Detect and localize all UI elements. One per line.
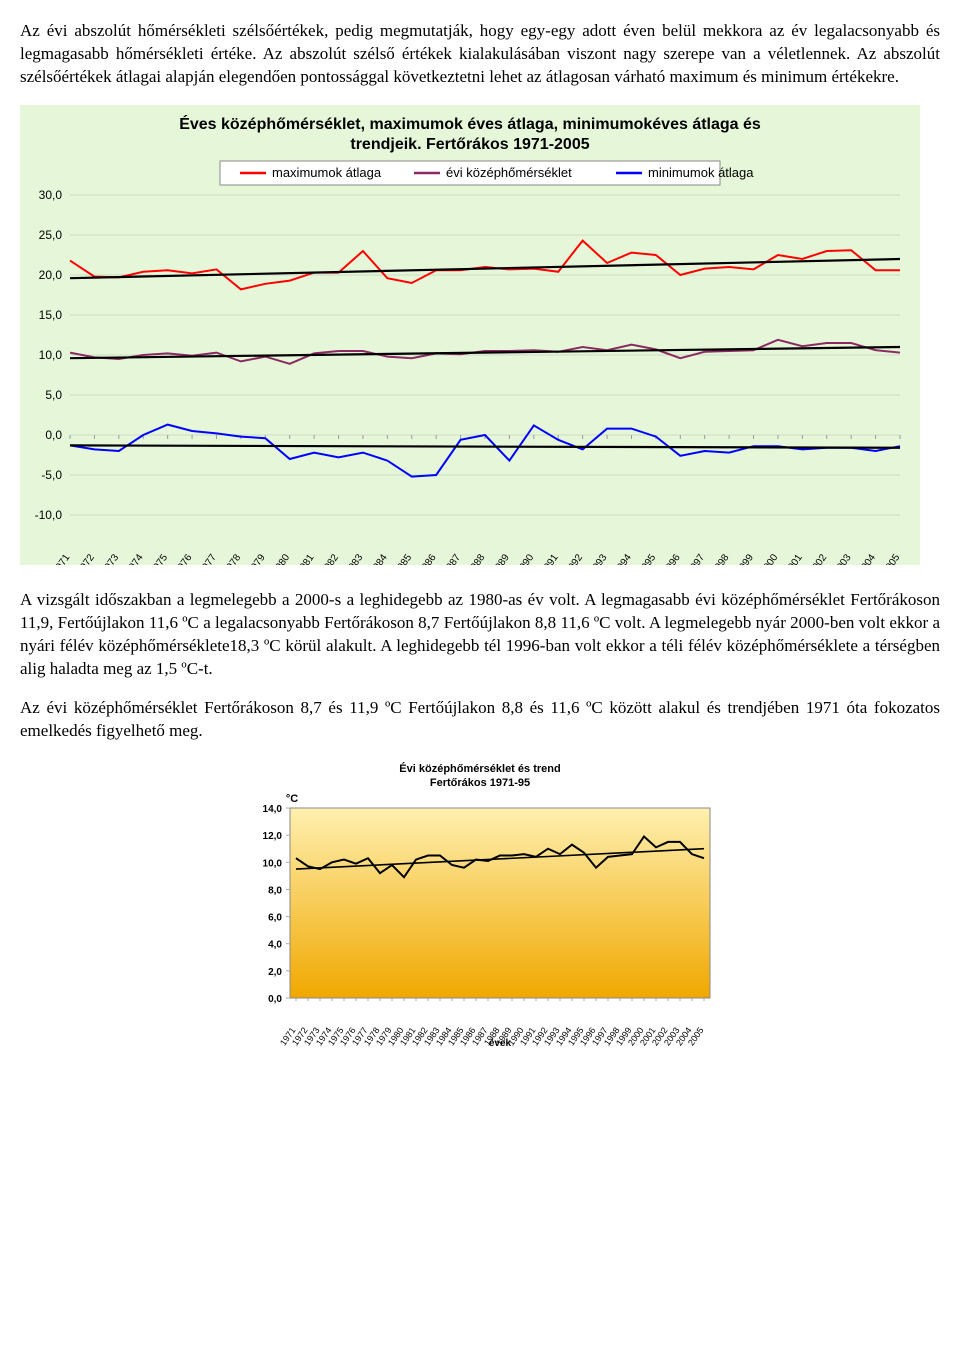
svg-text:2,0: 2,0 [268,967,282,978]
chart-large: Éves középhőmérséklet, maximumok éves át… [20,105,940,565]
svg-text:°C: °C [286,793,298,805]
svg-text:maximumok átlaga: maximumok átlaga [272,165,382,180]
chart-small: Évi középhőmérséklet és trend Fertőrákos … [240,758,720,1055]
svg-text:-10,0: -10,0 [35,508,63,522]
svg-text:0,0: 0,0 [268,994,282,1005]
paragraph-3: Az évi középhőmérséklet Fertőrákoson 8,7… [20,697,940,743]
svg-text:10,0: 10,0 [263,859,283,870]
svg-text:évi középhőmérséklet: évi középhőmérséklet [446,165,572,180]
svg-text:trendjeik. Fertőrákos 1971-200: trendjeik. Fertőrákos 1971-2005 [350,136,589,153]
svg-text:15,0: 15,0 [39,308,63,322]
svg-text:30,0: 30,0 [39,188,63,202]
svg-text:20,0: 20,0 [39,268,63,282]
svg-text:8,0: 8,0 [268,886,282,897]
paragraph-1: Az évi abszolút hőmérsékleti szélsőérték… [20,20,940,89]
svg-text:14,0: 14,0 [263,804,283,815]
svg-text:12,0: 12,0 [263,832,283,843]
svg-text:Évi középhőmérséklet és trend: Évi középhőmérséklet és trend [399,762,560,775]
svg-text:4,0: 4,0 [268,940,282,951]
chart-small-svg: Évi középhőmérséklet és trend Fertőrákos … [240,758,720,1048]
svg-text:5,0: 5,0 [45,388,62,402]
svg-text:6,0: 6,0 [268,913,282,924]
svg-text:0,0: 0,0 [45,428,62,442]
svg-text:minimumok átlaga: minimumok átlaga [648,165,754,180]
svg-text:-5,0: -5,0 [41,468,62,482]
svg-text:Éves középhőmérséklet, maximum: Éves középhőmérséklet, maximumok éves át… [179,114,761,133]
svg-text:10,0: 10,0 [39,348,63,362]
chart-large-svg: Éves középhőmérséklet, maximumok éves át… [20,105,920,565]
svg-text:évek: évek [489,1038,512,1048]
paragraph-2: A vizsgált időszakban a legmelegebb a 20… [20,589,940,681]
svg-text:25,0: 25,0 [39,228,63,242]
svg-text:Fertőrákos 1971-95: Fertőrákos 1971-95 [430,777,530,789]
